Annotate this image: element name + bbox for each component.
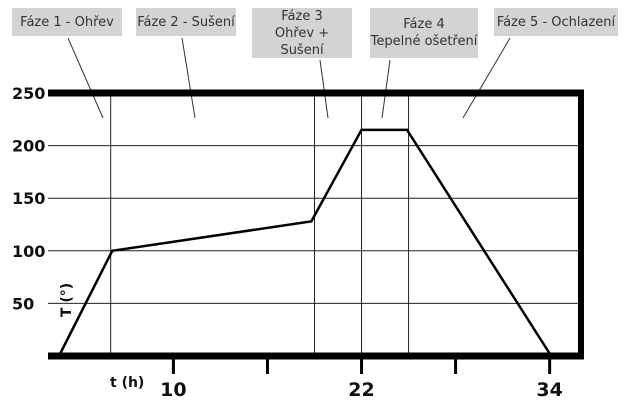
y-tick-label-200: 200 (12, 137, 45, 156)
phase-1-line1: Fáze 1 - Ohřev (20, 14, 114, 30)
chart-frame (48, 89, 584, 374)
phase-3-label: Fáze 3 Ohřev + Sušení (252, 8, 352, 58)
phase-1-leader-line (67, 37, 104, 119)
phase-4-leader-line (381, 59, 391, 119)
x-tick-label-22: 22 (348, 379, 374, 401)
y-tick-labels: 50 100 150 200 250 (12, 84, 45, 313)
phase-3-line2: Ohřev + Sušení (274, 25, 330, 58)
phase-5-label: Fáze 5 - Ochlazení (494, 8, 618, 36)
phase-4-line1: Fáze 4 (403, 17, 445, 32)
phase-2-label: Fáze 2 - Sušení (136, 8, 236, 36)
phase-2-leader-line (181, 37, 196, 119)
phase-1-label: Fáze 1 - Ohřev (12, 8, 122, 36)
phase-2-line1: Fáze 2 - Sušení (137, 14, 235, 30)
phase-3-line1: Fáze 3 (281, 8, 323, 24)
y-tick-label-50: 50 (12, 294, 34, 313)
phase-5-leader-line (462, 37, 511, 119)
x-axis-label: t (h) (110, 375, 144, 391)
series-line-1 (57, 128, 553, 357)
phase-4-label: Fáze 4 Tepelné ošetření (370, 8, 478, 58)
y-tick-label-250: 250 (12, 84, 45, 103)
phase-5-line1: Fáze 5 - Ochlazení (496, 14, 616, 30)
series-lines (57, 128, 553, 357)
y-axis-label: T (°) (59, 283, 75, 317)
phase-4-line2: Tepelné ošetření (370, 34, 478, 49)
phase-leader-lines (67, 37, 511, 119)
y-tick-label-100: 100 (12, 242, 45, 261)
phase-boundary-lines (110, 93, 410, 356)
phase-3-leader-line (319, 59, 329, 119)
x-tick-label-34: 34 (536, 379, 562, 401)
x-tick-labels: 10 22 34 (160, 379, 563, 401)
x-tick-label-10: 10 (160, 379, 186, 401)
y-tick-label-150: 150 (12, 189, 45, 208)
